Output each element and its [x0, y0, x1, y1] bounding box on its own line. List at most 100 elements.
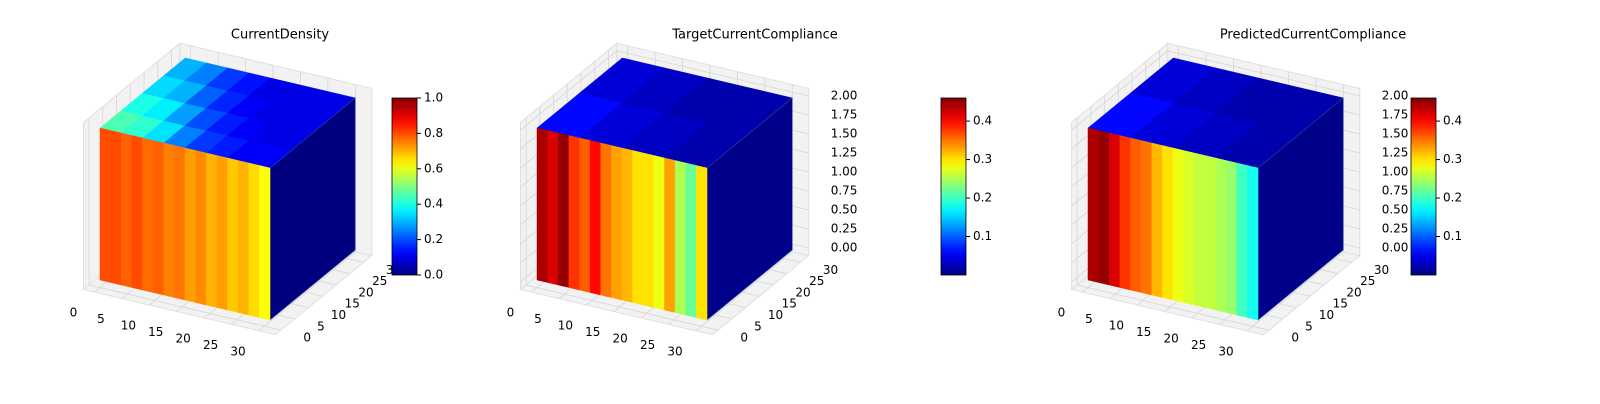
z-tick-label: 2.00 [831, 89, 858, 103]
y-tick-label: 5 [754, 319, 762, 333]
surface-strip [1183, 150, 1195, 306]
z-tick-label: 0.50 [1382, 203, 1409, 217]
chart-title: PredictedCurrentCompliance [1220, 28, 1406, 43]
surface-strip [1204, 155, 1216, 311]
surface-strip [131, 135, 143, 291]
y-tick-label: 15 [1333, 297, 1348, 311]
colorbar [1410, 97, 1437, 276]
surface-strip [174, 145, 186, 301]
colorbar-tick-label: 0.3 [1443, 152, 1462, 166]
surface-strip [237, 160, 249, 316]
y-tick-label: 5 [1305, 319, 1313, 333]
surface-strip [248, 162, 260, 318]
colorbar-tick-label: 0.6 [424, 161, 443, 175]
x-tick-label: 25 [203, 338, 218, 352]
surface-strip [1087, 127, 1099, 283]
surface-strip [1151, 142, 1163, 298]
surface-strip [1098, 130, 1110, 286]
y-tick-label: 5 [317, 319, 325, 333]
z-tick-label: 0.75 [1382, 184, 1409, 198]
x-tick-label: 5 [1085, 312, 1093, 326]
y-tick-label: 15 [782, 297, 797, 311]
x-tick-label: 15 [148, 325, 163, 339]
y-tick-label: 20 [1346, 285, 1361, 299]
surface-strip [1172, 147, 1184, 303]
z-tick-label: 0.50 [831, 203, 858, 217]
surface-strip [142, 137, 154, 293]
colorbar-tick-label: 0.1 [1443, 229, 1462, 243]
x-tick-label: 25 [640, 338, 655, 352]
surface-strip [121, 132, 133, 288]
surface-strip [99, 127, 111, 283]
z-tick-label: 1.75 [1382, 108, 1409, 122]
surface-strip [1247, 165, 1259, 321]
colorbar-tick-label: 1.0 [424, 91, 443, 105]
z-tick-label: 1.75 [831, 108, 858, 122]
surface-strip [621, 147, 633, 303]
x-tick-label: 15 [1136, 325, 1151, 339]
surface-strip [1162, 145, 1174, 301]
x-tick-label: 25 [1191, 338, 1206, 352]
x-tick-label: 10 [1109, 319, 1124, 333]
surface-strip [216, 155, 228, 311]
surface-strip [163, 142, 175, 298]
z-tick-label: 0.00 [1382, 241, 1409, 255]
surface-strip [674, 160, 686, 316]
z-tick-label: 1.25 [831, 146, 858, 160]
colorbar-tick-label: 0.2 [1443, 191, 1462, 205]
colorbar-tick-label: 0.3 [973, 152, 992, 166]
surface-strip [547, 130, 559, 286]
y-tick-label: 15 [345, 297, 360, 311]
surface-strip [152, 140, 164, 296]
y-tick-label: 10 [768, 308, 783, 322]
x-tick-label: 20 [613, 331, 628, 345]
surface-strip [558, 132, 570, 288]
surface-strip [1215, 157, 1227, 313]
surface-strip [1140, 140, 1152, 296]
colorbar-tick-label: 0.1 [973, 229, 992, 243]
z-tick-label: 0.25 [1382, 222, 1409, 236]
surface-strip [579, 137, 591, 293]
grid-line [520, 50, 809, 131]
surface-strip [611, 145, 623, 301]
grid-line [1071, 50, 1360, 131]
y-tick-label: 0 [303, 331, 311, 345]
chart-title: CurrentDensity [231, 28, 330, 43]
surface-strip [1130, 137, 1142, 293]
y-tick-label: 25 [1360, 274, 1375, 288]
surface-strip [1109, 132, 1121, 288]
subplot: CurrentDensity0510152025300510152025300.… [70, 28, 443, 359]
colorbar [391, 97, 418, 276]
colorbar-tick-label: 0.2 [424, 232, 443, 246]
colorbar-tick-label: 0.4 [424, 197, 443, 211]
grid-line [1076, 117, 1270, 331]
colorbar-tick-label: 0.0 [424, 268, 443, 282]
colorbar-tick-label: 0.4 [1443, 114, 1462, 128]
y-tick-label: 30 [1374, 263, 1389, 277]
x-tick-label: 0 [1058, 306, 1066, 320]
y-tick-label: 20 [358, 285, 373, 299]
z-tick-label: 0.75 [831, 184, 858, 198]
x-tick-label: 0 [507, 306, 515, 320]
z-tick-label: 0.25 [831, 222, 858, 236]
x-tick-label: 30 [230, 344, 245, 358]
surface-strip [206, 152, 218, 308]
surface-strip [685, 162, 697, 318]
y-tick-label: 0 [1291, 331, 1299, 345]
x-tick-label: 5 [534, 312, 542, 326]
y-tick-label: 25 [809, 274, 824, 288]
surface-strip [1194, 152, 1206, 308]
x-tick-label: 0 [70, 306, 78, 320]
y-tick-label: 30 [823, 263, 838, 277]
surface-strip [1225, 160, 1237, 316]
colorbar-tick-label: 0.2 [973, 191, 992, 205]
z-tick-label: 1.00 [831, 165, 858, 179]
surface-strip [259, 165, 271, 321]
chart-title: TargetCurrentCompliance [671, 28, 838, 43]
y-tick-label: 25 [372, 274, 387, 288]
surface-strip [696, 165, 708, 321]
